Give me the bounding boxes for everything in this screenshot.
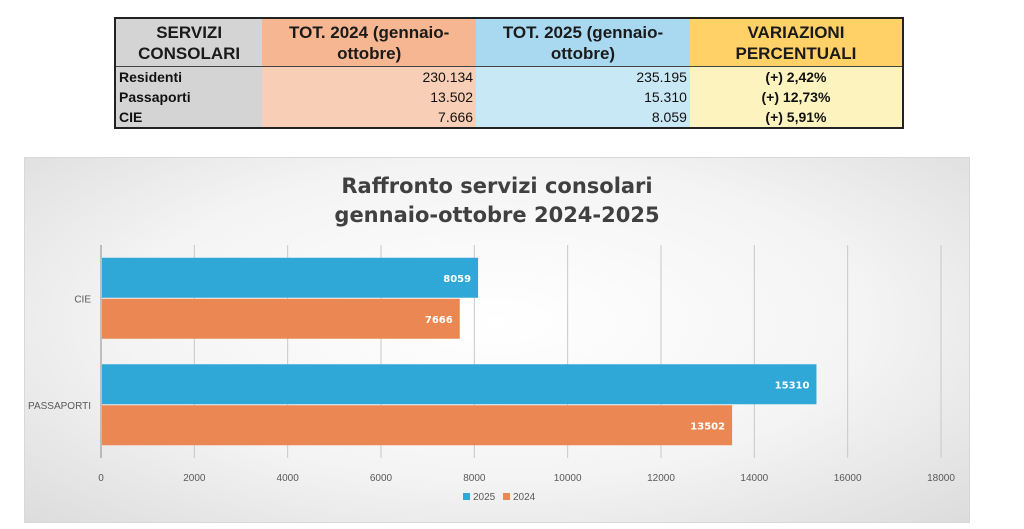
table-row: CIE 7.666 8.059 (+) 5,91% — [115, 107, 903, 128]
cell-2025: 8.059 — [476, 107, 690, 128]
cell-2024: 230.134 — [262, 67, 476, 88]
cell-2025: 15.310 — [476, 87, 690, 107]
bar-2025-passaporti — [102, 364, 816, 404]
header-tot-2024: TOT. 2024 (gennaio-ottobre) — [262, 18, 476, 67]
cell-variation: (+) 5,91% — [690, 107, 903, 128]
x-tick-label: 8000 — [463, 473, 486, 484]
bar-2024-passaporti — [102, 405, 732, 445]
data-label: 15310 — [775, 380, 810, 391]
legend-label: 2025 — [473, 492, 496, 503]
cell-service: Passaporti — [115, 87, 262, 107]
x-tick-label: 10000 — [554, 473, 582, 484]
legend-swatch-2024 — [503, 493, 510, 500]
x-tick-label: 4000 — [277, 473, 300, 484]
category-label: CIE — [74, 294, 91, 305]
bar-chart: Raffronto servizi consolari gennaio-ottob… — [25, 158, 969, 522]
header-tot-2025: TOT. 2025 (gennaio-ottobre) — [476, 18, 690, 67]
cell-service: CIE — [115, 107, 262, 128]
cell-2024: 13.502 — [262, 87, 476, 107]
legend-swatch-2025 — [463, 493, 470, 500]
x-tick-label: 0 — [98, 473, 104, 484]
cell-service: Residenti — [115, 67, 262, 88]
data-label: 13502 — [690, 421, 725, 432]
cell-variation: (+) 12,73% — [690, 87, 903, 107]
cell-variation: (+) 2,42% — [690, 67, 903, 88]
x-tick-label: 16000 — [834, 473, 862, 484]
x-tick-label: 6000 — [370, 473, 393, 484]
bar-2024-cie — [102, 299, 460, 339]
x-tick-label: 12000 — [647, 473, 675, 484]
bar-2025-cie — [102, 258, 478, 298]
table-row: Passaporti 13.502 15.310 (+) 12,73% — [115, 87, 903, 107]
data-label: 7666 — [425, 315, 453, 326]
table-header-row: SERVIZI CONSOLARI TOT. 2024 (gennaio-ott… — [115, 18, 903, 67]
table-row: Residenti 230.134 235.195 (+) 2,42% — [115, 67, 903, 88]
consular-services-table: SERVIZI CONSOLARI TOT. 2024 (gennaio-ott… — [114, 17, 904, 129]
cell-2025: 235.195 — [476, 67, 690, 88]
cell-2024: 7.666 — [262, 107, 476, 128]
header-variazioni: VARIAZIONI PERCENTUALI — [690, 18, 903, 67]
category-label: PASSAPORTI — [28, 401, 91, 412]
x-tick-label: 18000 — [927, 473, 955, 484]
x-tick-label: 2000 — [183, 473, 206, 484]
chart-title-line: Raffronto servizi consolari — [341, 174, 652, 198]
chart-title-line: gennaio-ottobre 2024-2025 — [334, 203, 659, 227]
x-tick-label: 14000 — [740, 473, 768, 484]
header-servizi: SERVIZI CONSOLARI — [115, 18, 262, 67]
data-label: 8059 — [443, 274, 471, 285]
chart-panel: Raffronto servizi consolari gennaio-ottob… — [24, 157, 970, 523]
legend-label: 2024 — [513, 492, 536, 503]
